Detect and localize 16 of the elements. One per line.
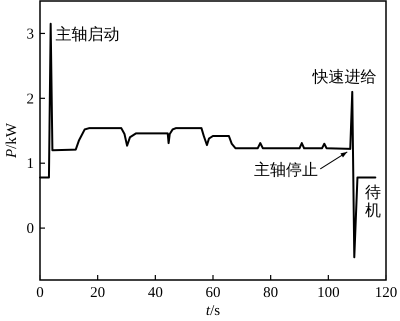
x-tick-label: 100 [317, 285, 340, 301]
annotation: 主轴停止 [254, 160, 318, 179]
annotation: 待机 [364, 184, 381, 220]
x-tick-label: 20 [90, 285, 106, 301]
annotation: 快速进给 [311, 68, 376, 86]
x-tick-label: 40 [148, 285, 163, 301]
y-tick-label: 0 [26, 221, 34, 238]
annotation: 主轴启动 [56, 26, 120, 44]
y-tick-label: 1 [26, 156, 34, 172]
x-tick-label: 80 [263, 285, 278, 301]
y-axis-title: P/kW [4, 122, 20, 159]
x-axis-title: t/s [206, 303, 220, 319]
x-tick-label: 60 [206, 285, 220, 301]
y-tick-label: 3 [26, 26, 34, 42]
x-tick-label: 120 [374, 285, 398, 301]
y-tick-label: 2 [26, 91, 34, 108]
